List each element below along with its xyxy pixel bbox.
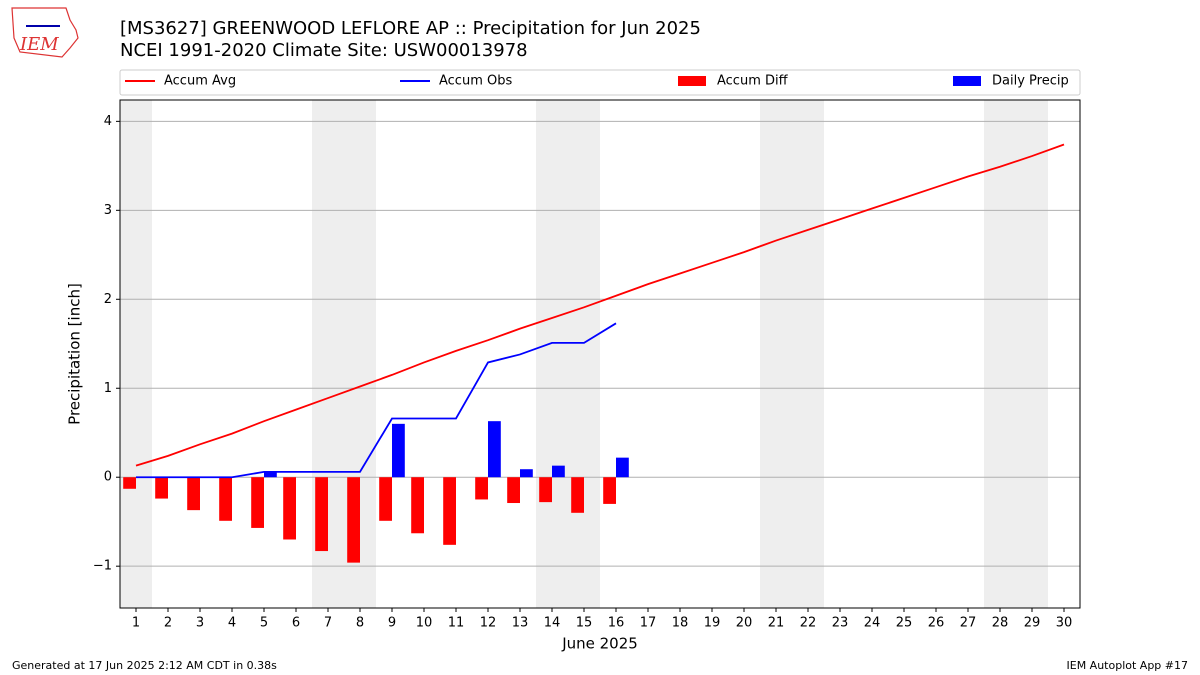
x-tick-label: 22 <box>800 616 817 631</box>
x-tick-label: 3 <box>196 616 204 631</box>
y-tick-label: 0 <box>104 470 112 485</box>
x-tick-label: 7 <box>324 616 332 631</box>
bar <box>315 477 328 552</box>
logo-text: IEM <box>19 34 59 55</box>
x-tick-label: 15 <box>576 616 593 631</box>
x-tick-label: 26 <box>928 616 945 631</box>
x-tick-label: 14 <box>544 616 561 631</box>
logo: IEM <box>11 7 79 58</box>
footer-right: IEM Autoplot App #17 <box>1067 659 1189 672</box>
x-tick-label: 4 <box>228 616 236 631</box>
bar <box>283 477 296 540</box>
x-tick-label: 18 <box>672 616 689 631</box>
x-tick-label: 2 <box>164 616 172 631</box>
legend-label: Accum Avg <box>164 74 236 89</box>
x-tick-label: 20 <box>736 616 753 631</box>
x-tick-label: 28 <box>992 616 1009 631</box>
x-tick-label: 1 <box>132 616 140 631</box>
bar <box>571 477 584 513</box>
y-axis-label: Precipitation [inch] <box>66 283 84 425</box>
bar <box>488 421 501 478</box>
x-tick-label: 29 <box>1024 616 1041 631</box>
x-tick-label: 16 <box>608 616 625 631</box>
x-tick-label: 12 <box>480 616 497 631</box>
line <box>136 322 617 479</box>
weekend-shade <box>120 100 152 608</box>
legend-swatch <box>678 76 706 86</box>
x-tick-label: 10 <box>416 616 433 631</box>
chart-subtitle: NCEI 1991-2020 Climate Site: USW00013978 <box>120 40 528 61</box>
legend-swatch <box>953 76 981 86</box>
x-tick-label: 11 <box>448 616 465 631</box>
bar <box>616 457 629 478</box>
bar <box>552 465 565 478</box>
legend-box <box>119 69 1081 96</box>
bar <box>443 477 456 545</box>
line <box>135 143 1065 467</box>
bar <box>251 477 264 528</box>
legend-label: Daily Precip <box>992 74 1069 89</box>
weekend-shade <box>984 100 1048 608</box>
weekend-shade <box>760 100 824 608</box>
bar <box>603 477 616 504</box>
bar <box>219 477 232 521</box>
chart-title: [MS3627] GREENWOOD LEFLORE AP :: Precipi… <box>120 18 701 39</box>
legend-label: Accum Obs <box>439 74 512 89</box>
x-tick-label: 30 <box>1056 616 1073 631</box>
x-tick-label: 19 <box>704 616 721 631</box>
y-tick-label: −1 <box>93 559 112 574</box>
bar <box>520 469 533 478</box>
logo-outline <box>11 7 79 58</box>
x-tick-label: 21 <box>768 616 785 631</box>
bar <box>347 477 360 563</box>
bar <box>507 477 520 504</box>
bar <box>123 477 136 489</box>
weekend-shade <box>536 100 600 608</box>
x-tick-label: 17 <box>640 616 657 631</box>
y-tick-label: 2 <box>104 292 112 307</box>
footer-left: Generated at 17 Jun 2025 2:12 AM CDT in … <box>12 659 277 672</box>
x-tick-label: 25 <box>896 616 913 631</box>
y-tick-label: 3 <box>104 203 112 218</box>
x-tick-label: 24 <box>864 616 881 631</box>
bar <box>411 477 424 534</box>
x-tick-label: 9 <box>388 616 396 631</box>
x-tick-label: 27 <box>960 616 977 631</box>
y-tick-label: 1 <box>104 381 112 396</box>
plot-frame <box>119 99 1081 609</box>
x-tick-label: 23 <box>832 616 849 631</box>
x-tick-label: 6 <box>292 616 300 631</box>
bar <box>392 423 405 478</box>
y-tick-label: 4 <box>104 114 112 129</box>
x-tick-label: 13 <box>512 616 529 631</box>
bar <box>539 477 552 503</box>
bar <box>379 477 392 521</box>
x-axis-label: June 2025 <box>561 635 638 653</box>
x-tick-label: 5 <box>260 616 268 631</box>
bar <box>264 471 277 478</box>
bar <box>187 477 200 511</box>
x-tick-label: 8 <box>356 616 364 631</box>
bar <box>155 477 168 499</box>
legend-label: Accum Diff <box>717 74 789 89</box>
bar <box>475 477 488 500</box>
